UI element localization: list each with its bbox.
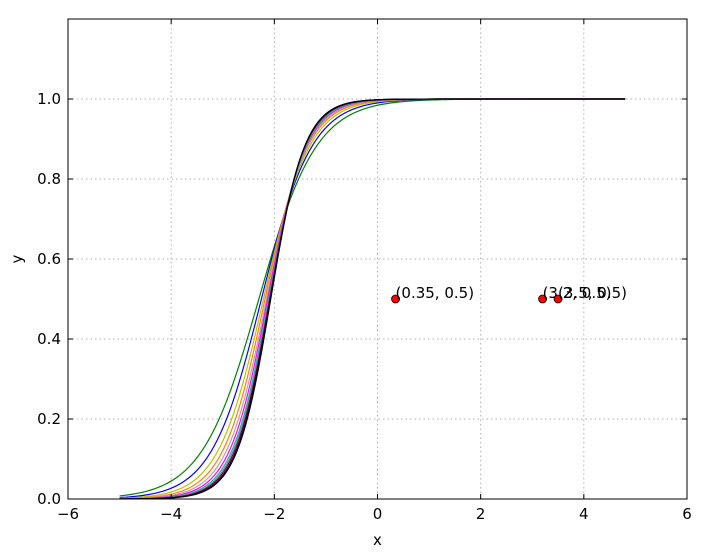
- x-tick-label-2: −2: [263, 505, 285, 523]
- x-tick-label-0: −6: [57, 505, 79, 523]
- y-tick-label-3: 0.6: [37, 250, 61, 268]
- series-lines: [119, 98, 626, 500]
- x-axis-label: x: [373, 531, 382, 549]
- annotated-points: (0.35, 0.5) (3.2, 0.5)(3.5, 0.5): [391, 284, 627, 304]
- data-point-0: [391, 294, 400, 304]
- point-annotation-2: (3.5, 0.5): [558, 284, 627, 302]
- y-axis-label: y: [8, 254, 26, 263]
- data-point-2: [553, 294, 563, 304]
- y-tick-label-0: 0.0: [37, 490, 61, 508]
- x-tick-label-3: 0: [373, 505, 383, 523]
- data-point-1: [538, 294, 547, 304]
- x-tick-label-4: 2: [476, 505, 486, 523]
- point-annotation-0: (0.35, 0.5): [396, 284, 475, 302]
- y-tick-label-2: 0.4: [37, 330, 61, 348]
- y-tick-label-1: 0.2: [37, 410, 61, 428]
- axis-ticks: [67, 19, 688, 500]
- x-tick-label-1: −4: [160, 505, 182, 523]
- y-tick-label-5: 1.0: [37, 90, 61, 108]
- x-tick-label-5: 4: [579, 505, 589, 523]
- y-tick-label-4: 0.8: [37, 170, 61, 188]
- tick-labels: −6 −4 −2 0 2 4 6 0.0 0.2 0.4 0.6 0.8 1.0: [37, 90, 692, 523]
- series-line-10: [119, 98, 626, 500]
- x-tick-label-6: 6: [682, 505, 692, 523]
